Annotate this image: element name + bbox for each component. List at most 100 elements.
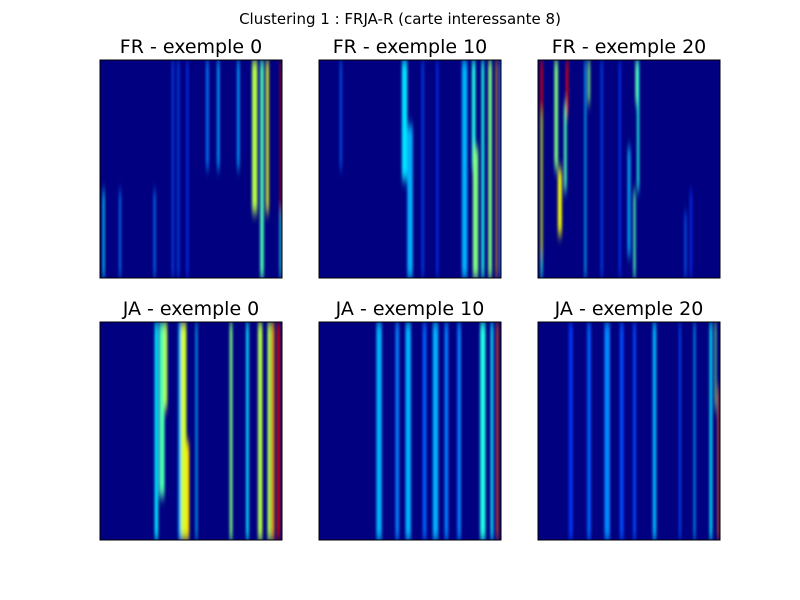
heatmap-cell [376,322,382,540]
heatmap-cell [587,322,591,540]
panel-title: JA - exemple 10 [335,298,485,320]
heatmap-cell [679,322,681,540]
heatmap-cell [401,60,408,180]
heatmap-cells [339,60,501,278]
heatmap-cell [229,322,233,540]
heatmap-cell [154,322,159,540]
heatmap-panel: FR - exemple 10 [318,36,502,279]
heatmap-cell [496,322,499,540]
heatmap-cell [481,60,485,278]
heatmap-panels: FR - exemple 0 FR - exemple 10 FR - exempl… [99,36,721,541]
heatmap-cell [171,60,174,278]
panel-frame [537,59,721,279]
heatmap-cell [689,190,692,278]
heatmap-cell [540,114,543,257]
heatmap-cell [177,60,180,278]
heatmap-cell [180,322,187,540]
heatmap-cell [600,60,603,278]
heatmap-cell [457,322,461,540]
heatmap-cell [251,60,258,213]
heatmap-cell [102,190,105,278]
heatmap-cell [246,322,249,540]
panel-title: FR - exemple 20 [552,36,707,58]
figure-title: Clustering 1 : FRJA-R (carte interessant… [239,10,561,28]
heatmap-cell [495,60,498,278]
heatmap-cell [279,212,282,278]
panel-frame [318,59,502,279]
heatmap-cell [119,190,121,278]
heatmap-panel: JA - exemple 10 [318,298,502,541]
heatmap-cell [260,60,264,278]
heatmap-cells [102,60,282,278]
heatmap-background [538,322,720,540]
heatmap-cell [432,322,439,540]
heatmap-cell [633,322,636,540]
heatmap-cell [540,256,543,278]
panel-frame [537,321,721,541]
heatmap-cell [557,169,562,235]
heatmap-cell [563,103,567,191]
heatmap-cells [376,322,499,540]
heatmap-cell [185,441,190,540]
heatmap-cell [276,322,280,540]
heatmap-cell [407,125,413,278]
panel-title: JA - exemple 20 [554,298,704,320]
heatmap-cell [405,322,411,540]
heatmap-cell [163,322,168,410]
heatmap-cell [693,322,696,540]
heatmap-cell [587,60,591,104]
heatmap-cell [159,322,165,497]
heatmap-cell [279,60,282,213]
heatmap-cell [554,60,559,169]
heatmap-cell [633,190,636,278]
heatmap-cell [206,60,209,169]
panel-title: JA - exemple 0 [122,298,260,320]
heatmap-cell [684,212,687,278]
heatmap-cell [217,60,220,169]
heatmap-panel: FR - exemple 0 [99,36,283,279]
heatmap-cells [568,322,719,540]
heatmap-cell [421,60,424,278]
panel-title: FR - exemple 10 [333,36,488,58]
heatmap-cells [154,322,280,540]
heatmap-cell [257,322,263,540]
heatmap-cell [153,190,156,278]
heatmap-cell [237,60,240,169]
heatmap-background [100,322,282,540]
heatmap-cell [472,147,479,278]
heatmap-cell [635,60,638,104]
heatmap-cell [186,60,189,278]
heatmap-cell [471,60,476,169]
heatmap-cell [499,60,501,278]
heatmap-cell [714,322,717,410]
heatmap-cell [627,147,631,257]
heatmap-cell [436,60,439,278]
heatmap-panel: JA - exemple 20 [537,298,721,541]
heatmap-cell [717,387,719,540]
heatmap-panel: FR - exemple 20 [537,36,721,279]
heatmap-cell [488,60,492,278]
panel-frame [318,321,502,541]
heatmap-cell [271,322,275,540]
heatmap-cell [619,322,624,540]
heatmap-cell [266,60,269,213]
heatmap-cell [568,322,573,540]
panel-frame [99,59,283,279]
heatmap-cell [395,322,400,540]
heatmap-cell [566,60,569,115]
heatmap-cell [339,60,342,169]
panel-frame [99,321,283,541]
heatmap-cell [652,322,657,540]
panel-title: FR - exemple 0 [120,36,262,58]
heatmap-cell [178,322,182,540]
heatmap-cell [637,60,640,191]
heatmap-cell [267,322,272,540]
heatmap-cell [709,322,713,540]
heatmap-cell [480,322,486,540]
heatmap-cell [195,322,198,540]
heatmap-cell [490,322,494,540]
heatmap-cell [584,60,587,278]
heatmap-cell [618,60,621,278]
heatmap-cell [540,60,543,115]
